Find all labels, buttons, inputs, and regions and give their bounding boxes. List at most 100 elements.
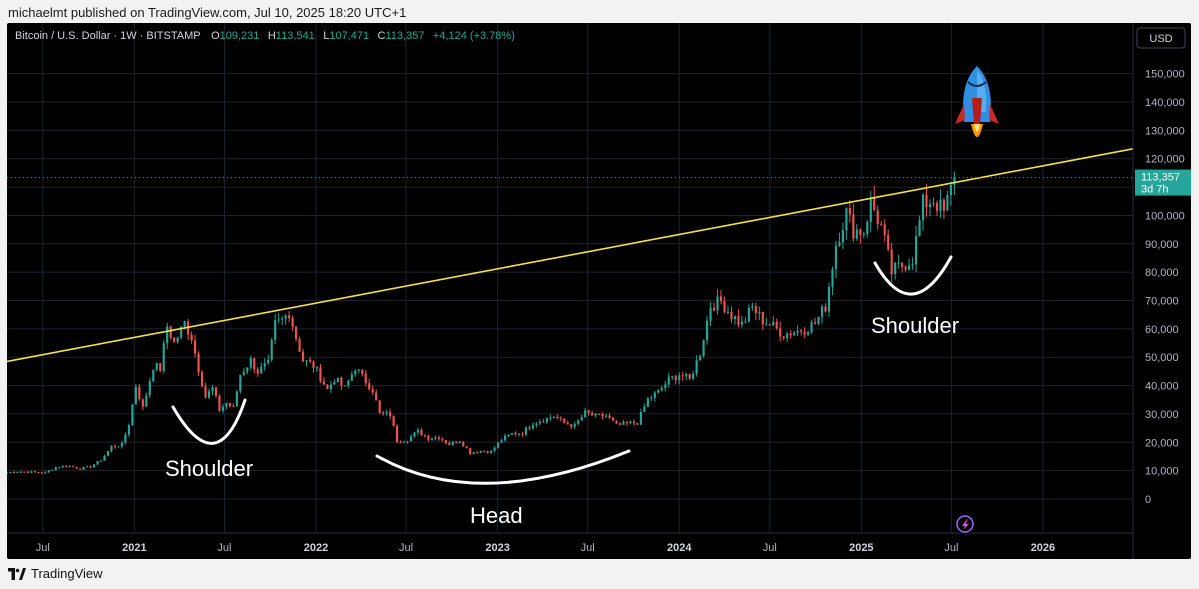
candle	[451, 440, 454, 446]
candle	[51, 469, 54, 472]
y-tick-label: 10,000	[1145, 466, 1179, 478]
candle	[458, 440, 461, 444]
candle	[277, 313, 280, 324]
candle	[528, 425, 531, 431]
price-chart[interactable]: Shoulder Head Shoulder Bitcoin / U.S. Do…	[5, 23, 1191, 559]
close-label: C	[378, 30, 386, 42]
candle	[503, 433, 507, 442]
candle	[580, 414, 583, 421]
candle	[657, 389, 660, 394]
candle	[834, 240, 838, 279]
candle	[455, 440, 458, 444]
candle	[820, 304, 824, 324]
close-value: 113,357	[386, 30, 425, 42]
candle	[448, 440, 451, 446]
candle	[402, 440, 406, 443]
x-tick-label: Jul	[399, 542, 413, 554]
candle	[350, 371, 353, 382]
candle	[490, 450, 493, 454]
shoulder-right-label: Shoulder	[871, 313, 959, 338]
time-axis[interactable]: Jul 2021 Jul 2022 Jul 2023 Jul 2024 Jul 2025 Jul 20…	[36, 542, 1055, 554]
y-tick-label: 30,000	[1145, 409, 1179, 421]
candle	[807, 330, 810, 337]
candle	[883, 219, 886, 242]
candle	[166, 322, 169, 350]
candle	[263, 358, 266, 371]
candle	[291, 315, 294, 332]
candle	[604, 413, 608, 419]
candle	[549, 414, 552, 422]
candle	[524, 426, 528, 437]
candle	[928, 199, 932, 217]
chart-info-line: Bitcoin / U.S. Dollar · 1W · BITSTAMP O1…	[15, 26, 515, 43]
candle	[639, 408, 642, 425]
candle	[848, 200, 851, 223]
candle	[364, 370, 367, 387]
symbol-label: Bitcoin / U.S. Dollar · 1W · BITSTAMP	[15, 30, 201, 42]
candle	[131, 404, 134, 427]
candle	[465, 446, 468, 449]
candle	[483, 450, 486, 453]
candle	[681, 372, 684, 381]
chart-panel[interactable]: Shoulder Head Shoulder Bitcoin / U.S. Do…	[5, 23, 1191, 559]
candle	[793, 330, 796, 336]
candle	[747, 304, 750, 323]
candle	[908, 258, 911, 271]
footer-brand: TradingView	[31, 566, 103, 581]
candle	[911, 257, 914, 270]
candle	[827, 282, 831, 317]
right-shoulder-curve	[873, 255, 953, 296]
candle	[329, 381, 332, 393]
candle	[796, 325, 799, 337]
candle	[92, 463, 96, 468]
candle	[305, 360, 308, 367]
candle	[545, 417, 548, 425]
candle	[622, 420, 625, 425]
candle	[765, 317, 768, 326]
candle	[789, 329, 792, 339]
candle	[650, 395, 653, 401]
candle	[371, 385, 374, 396]
candle	[354, 369, 357, 377]
candle	[584, 407, 587, 418]
trendline[interactable]	[6, 148, 1134, 363]
candle	[23, 471, 26, 473]
currency-button[interactable]: USD	[1136, 27, 1186, 49]
replay-icon[interactable]	[956, 515, 974, 533]
candle	[744, 316, 747, 324]
candle	[406, 440, 409, 444]
candle	[803, 327, 806, 339]
candle	[646, 396, 649, 408]
candle	[37, 471, 40, 474]
candle	[9, 471, 12, 474]
candle	[399, 440, 402, 444]
candle	[120, 440, 124, 449]
candle	[643, 403, 646, 413]
candle	[772, 316, 775, 326]
candle	[420, 427, 423, 436]
low-label: L	[323, 30, 329, 42]
x-tick-label: 2026	[1031, 542, 1055, 554]
candle	[246, 367, 249, 375]
candle	[382, 410, 385, 416]
candle	[824, 303, 827, 313]
candle	[253, 357, 256, 374]
candle	[221, 403, 225, 414]
candle	[531, 422, 535, 431]
last-price-value: 113,357	[1141, 172, 1180, 184]
candle	[723, 296, 726, 314]
candle	[556, 414, 559, 420]
candle	[86, 465, 89, 468]
candle	[204, 382, 207, 399]
candle	[173, 337, 176, 343]
candle	[904, 265, 907, 273]
candle	[218, 394, 221, 412]
y-tick-label: 100,000	[1145, 210, 1185, 222]
x-tick-label: Jul	[217, 542, 231, 554]
candle	[270, 337, 273, 363]
candle	[308, 356, 312, 363]
candle	[674, 374, 677, 385]
price-axis[interactable]: 150,000140,000130,000120,000110,000100,0…	[1145, 69, 1185, 506]
candle	[611, 416, 615, 422]
candle	[141, 398, 144, 411]
